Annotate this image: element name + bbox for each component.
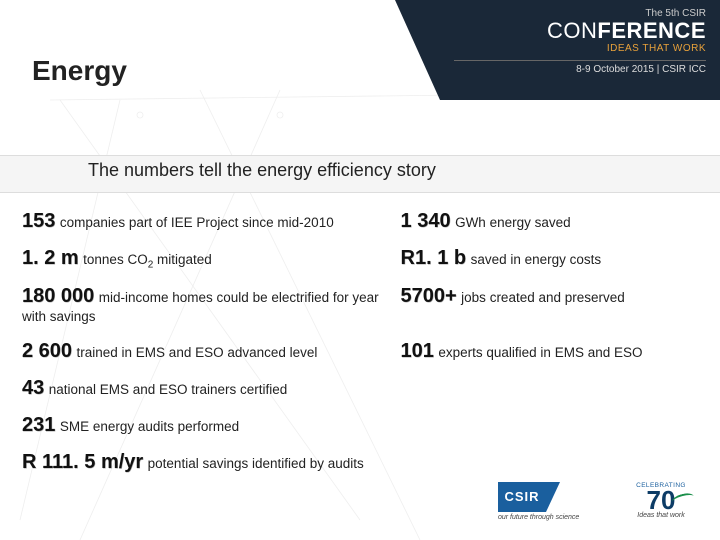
stat-desc: GWh energy saved xyxy=(455,215,571,230)
seventy-years-logo: CELEBRATING 70 Ideas that work xyxy=(622,482,700,526)
stat-row: 2 600 trained in EMS and ESO advanced le… xyxy=(22,340,698,363)
stat-number: 1. 2 m xyxy=(22,247,79,269)
stat-desc: trained in EMS and ESO advanced level xyxy=(77,345,318,360)
stat-row: 43 national EMS and ESO trainers certifi… xyxy=(22,377,698,400)
stat-number: 43 xyxy=(22,377,44,399)
stat-row: 1. 2 m tonnes CO2 mitigated R1. 1 b save… xyxy=(22,247,698,271)
stat-number: 231 xyxy=(22,414,55,436)
stat-number: 5700+ xyxy=(401,285,457,307)
stat-number: 1 340 xyxy=(401,210,451,232)
page-title: Energy xyxy=(32,55,127,87)
csir-logo: CSIR our future through science xyxy=(498,482,608,526)
csir-logo-text: CSIR xyxy=(498,482,546,512)
stat-number: 2 600 xyxy=(22,340,72,362)
stat-desc: SME energy audits performed xyxy=(60,419,239,434)
conference-header: The 5th CSIR CONFERENCE IDEAS THAT WORK … xyxy=(440,0,720,100)
stat-number: 180 000 xyxy=(22,285,94,307)
stat-desc: saved in energy costs xyxy=(471,252,602,267)
stat-desc: tonnes CO2 mitigated xyxy=(83,252,212,267)
stat-desc: experts qualified in EMS and ESO xyxy=(438,345,642,360)
stat-desc: national EMS and ESO trainers certified xyxy=(49,382,288,397)
stat-desc: jobs created and preserved xyxy=(461,290,625,305)
conference-date: 8-9 October 2015 | CSIR ICC xyxy=(454,60,706,75)
csir-tagline: our future through science xyxy=(498,514,579,521)
stat-row: 231 SME energy audits performed xyxy=(22,414,698,437)
stat-row: 180 000 mid-income homes could be electr… xyxy=(22,285,698,326)
stat-row: 153 companies part of IEE Project since … xyxy=(22,210,698,233)
stat-number: R1. 1 b xyxy=(401,247,467,269)
page-subtitle: The numbers tell the energy efficiency s… xyxy=(88,160,436,181)
conference-title: CONFERENCE xyxy=(454,19,706,42)
stat-number: R 111. 5 m/yr xyxy=(22,451,143,473)
stat-row: R 111. 5 m/yr potential savings identifi… xyxy=(22,451,698,474)
stat-number: 153 xyxy=(22,210,55,232)
logo-area: CSIR our future through science CELEBRAT… xyxy=(498,482,700,526)
stat-desc: companies part of IEE Project since mid-… xyxy=(60,215,334,230)
stat-number: 101 xyxy=(401,340,434,362)
stat-desc: potential savings identified by audits xyxy=(148,456,364,471)
conference-subtitle: IDEAS THAT WORK xyxy=(454,43,706,54)
stats-grid: 153 companies part of IEE Project since … xyxy=(22,210,698,488)
